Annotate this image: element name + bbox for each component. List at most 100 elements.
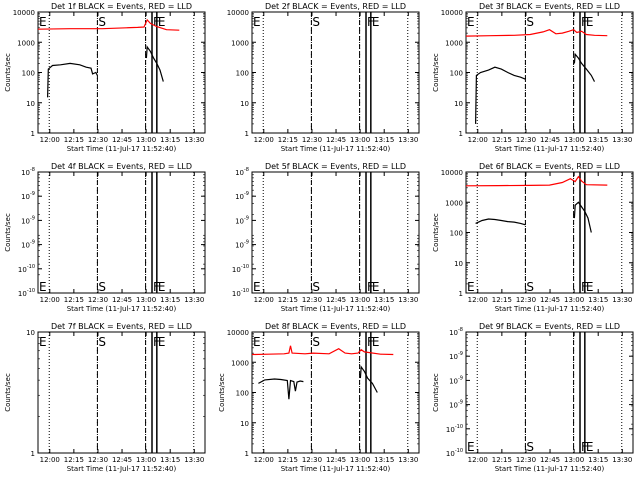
plot-title: Det 8f BLACK = Events, RED = LLD: [265, 322, 406, 331]
lld-series-line: [465, 29, 608, 37]
x-tick-label: 13:30: [184, 296, 204, 304]
x-axis-label: Start Time (11-Jul-17 11:52:40): [495, 305, 605, 313]
plot-frame: [465, 331, 634, 454]
x-tick-label: 12:30: [302, 296, 322, 304]
x-tick-label: 12:15: [64, 136, 84, 144]
x-tick-label: 13:00: [136, 456, 156, 464]
lld-series-line: [465, 175, 608, 187]
marker-letter-f: F: [367, 280, 374, 294]
panel-8: Det 8f BLACK = Events, RED = LLD 1 10 100 10…: [218, 322, 420, 473]
marker-letter-e: E: [158, 280, 166, 294]
y-tick-label: 1: [245, 130, 249, 138]
x-tick-label: 13:15: [588, 296, 608, 304]
x-tick-label: 12:00: [468, 136, 488, 144]
x-axis-label: Start Time (11-Jul-17 11:52:40): [67, 145, 177, 153]
marker-letter-e: E: [253, 280, 261, 294]
y-axis-label: Counts/sec: [4, 373, 12, 412]
y-tick-label: 10-9: [21, 215, 35, 225]
y-tick-label: 1: [459, 130, 463, 138]
marker-letter-s: S: [526, 440, 534, 454]
x-tick-label: 12:45: [540, 136, 560, 144]
marker-letter-s: S: [98, 335, 106, 349]
x-tick-label: 12:15: [278, 296, 298, 304]
x-axis-label: Start Time (11-Jul-17 11:52:40): [67, 305, 177, 313]
x-tick-label: 12:30: [88, 296, 108, 304]
y-tick-label: 1000: [445, 39, 463, 47]
x-tick-label: 12:45: [326, 456, 346, 464]
y-axis-label: Counts/sec: [432, 53, 440, 92]
marker-letter-e: E: [372, 280, 380, 294]
y-tick-label: 10: [26, 329, 35, 337]
y-tick-label: 10-8: [21, 167, 35, 177]
marker-letter-e: E: [39, 335, 47, 349]
x-tick-label: 12:30: [88, 456, 108, 464]
y-tick-label: 1: [31, 130, 35, 138]
x-tick-label: 13:00: [136, 136, 156, 144]
x-tick-label: 13:30: [612, 136, 632, 144]
y-tick-label: 1000: [231, 359, 249, 367]
x-tick-label: 12:45: [326, 296, 346, 304]
x-tick-label: 12:15: [492, 296, 512, 304]
plot-title: Det 7f BLACK = Events, RED = LLD: [51, 322, 192, 331]
marker-letter-f: F: [581, 440, 588, 454]
plot-frame: [37, 11, 206, 134]
events-series-line: [359, 365, 378, 393]
lld-series-line: [251, 345, 394, 356]
y-tick-label: 10000: [441, 9, 463, 17]
x-tick-label: 12:45: [326, 136, 346, 144]
marker-letter-s: S: [98, 15, 106, 29]
x-tick-label: 13:30: [612, 456, 632, 464]
marker-letter-s: S: [526, 15, 534, 29]
y-tick-label: 100: [450, 70, 463, 78]
marker-letter-f: F: [367, 15, 374, 29]
x-tick-label: 12:30: [302, 456, 322, 464]
marker-letter-e: E: [372, 335, 380, 349]
x-tick-label: 13:00: [350, 136, 370, 144]
y-tick-label: 1000: [445, 199, 463, 207]
plot-title: Det 4f BLACK = Events, RED = LLD: [51, 162, 192, 171]
y-tick-label: 10000: [441, 169, 463, 177]
x-tick-label: 13:15: [588, 456, 608, 464]
panel-4: Det 4f BLACK = Events, RED = LLD 10-10 10-…: [4, 162, 206, 313]
marker-letter-f: F: [153, 15, 160, 29]
plot-frame: [251, 171, 420, 294]
x-tick-label: 12:15: [278, 456, 298, 464]
marker-letter-s: S: [312, 15, 320, 29]
events-series-line: [475, 66, 526, 124]
y-tick-label: 100: [450, 230, 463, 238]
marker-letter-e: E: [158, 335, 166, 349]
x-tick-label: 13:00: [350, 296, 370, 304]
marker-letter-f: F: [581, 15, 588, 29]
x-tick-label: 12:30: [88, 136, 108, 144]
x-tick-label: 13:00: [564, 456, 584, 464]
x-tick-label: 12:15: [64, 296, 84, 304]
x-tick-label: 12:00: [40, 456, 60, 464]
plot-title: Det 5f BLACK = Events, RED = LLD: [265, 162, 406, 171]
x-tick-label: 13:15: [160, 136, 180, 144]
y-tick-label: 10: [26, 100, 35, 108]
marker-letter-e: E: [467, 280, 475, 294]
y-tick-label: 10-9: [449, 351, 463, 361]
y-axis-label: Counts/sec: [432, 373, 440, 412]
y-tick-label: 10-10: [18, 288, 35, 298]
y-tick-label: 10-9: [449, 375, 463, 385]
y-tick-label: 10: [240, 420, 249, 428]
marker-letter-f: F: [581, 280, 588, 294]
events-series-line: [47, 62, 98, 98]
y-tick-label: 10-9: [235, 215, 249, 225]
events-series-line: [475, 218, 526, 226]
x-tick-label: 12:00: [40, 136, 60, 144]
marker-letter-e: E: [586, 15, 594, 29]
x-tick-label: 13:00: [136, 296, 156, 304]
events-series-line: [258, 378, 304, 400]
y-axis-label: Counts/sec: [218, 373, 226, 412]
x-axis-label: Start Time (11-Jul-17 11:52:40): [495, 145, 605, 153]
x-tick-label: 13:30: [398, 456, 418, 464]
x-tick-label: 12:00: [468, 456, 488, 464]
y-tick-label: 10-9: [235, 191, 249, 201]
y-tick-label: 10-10: [18, 264, 35, 274]
x-tick-label: 12:00: [40, 296, 60, 304]
y-tick-label: 1: [245, 450, 249, 458]
x-tick-label: 13:15: [374, 456, 394, 464]
